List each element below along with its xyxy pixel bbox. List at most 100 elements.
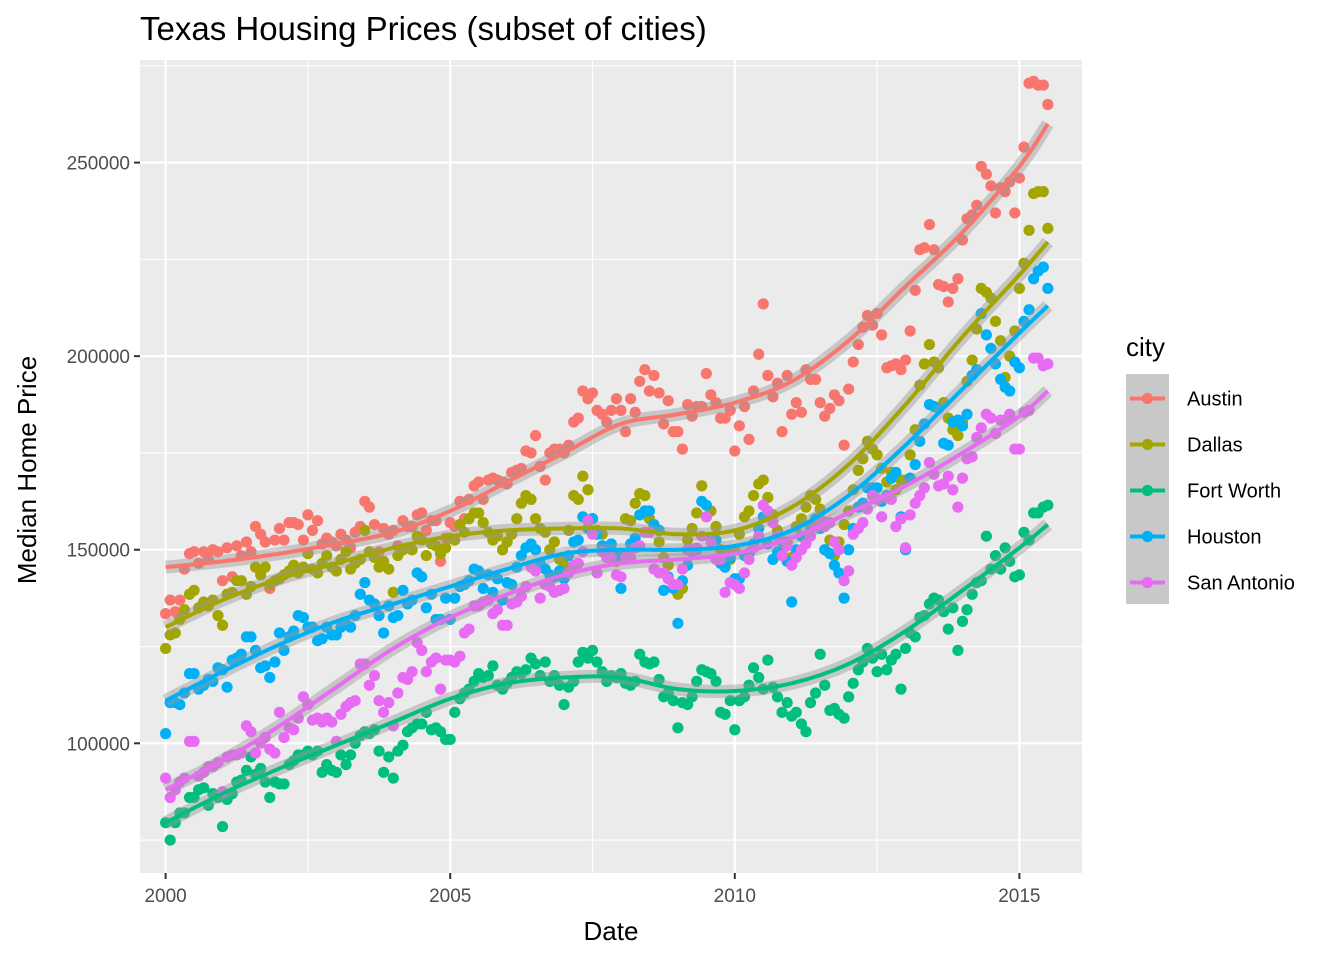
dallas-point xyxy=(952,429,964,442)
austin-point xyxy=(420,524,432,536)
san-antonio-smooth-line xyxy=(164,389,1050,792)
san-antonio-point xyxy=(534,592,546,604)
houston-point xyxy=(316,633,328,645)
austin-point xyxy=(724,404,736,416)
x-tick-label: 2010 xyxy=(714,886,756,907)
houston-point xyxy=(1042,282,1054,295)
austin-point xyxy=(876,329,888,341)
fort-worth-point xyxy=(980,530,992,542)
fort-worth-legend-marker xyxy=(1141,484,1154,497)
austin-point xyxy=(273,522,286,535)
houston-point xyxy=(843,544,855,556)
san-antonio-point xyxy=(416,644,428,656)
austin-point xyxy=(989,207,1002,219)
fort-worth-point xyxy=(520,664,532,676)
san-antonio-point xyxy=(591,567,603,579)
houston-point xyxy=(354,588,366,600)
austin-point xyxy=(160,608,172,620)
dallas-point xyxy=(757,474,769,486)
san-antonio-point xyxy=(899,542,912,554)
san-antonio-point xyxy=(326,716,338,728)
san-antonio-point xyxy=(273,706,286,718)
san-antonio-point xyxy=(615,571,627,583)
dallas-point xyxy=(491,530,504,542)
austin-point xyxy=(1037,79,1049,91)
fort-worth-point xyxy=(729,724,741,736)
fort-worth-point xyxy=(335,749,347,761)
austin-point xyxy=(814,397,826,409)
houston-point xyxy=(273,627,286,639)
san-antonio-point xyxy=(843,565,855,577)
fort-worth-point xyxy=(330,766,342,778)
fort-worth-point xyxy=(719,708,731,720)
houston-point xyxy=(700,499,712,511)
dallas-point xyxy=(169,627,181,639)
fort-worth-point xyxy=(529,658,542,670)
austin-point xyxy=(795,406,807,418)
dallas-point xyxy=(852,464,864,476)
austin-point xyxy=(672,426,684,438)
houston-point xyxy=(491,573,504,585)
plot-panel xyxy=(140,60,1082,873)
san-antonio-point xyxy=(463,623,475,635)
fort-worth-point xyxy=(397,739,409,751)
san-antonio-point xyxy=(956,472,969,484)
houston-point xyxy=(529,544,542,556)
axis-ticks: 2000 2005 2010 2015 100000 150000 200000 250000 xyxy=(67,154,1041,907)
austin-point xyxy=(928,244,940,256)
dallas-point xyxy=(1037,186,1049,198)
san-antonio-point xyxy=(368,669,381,682)
san-antonio-point xyxy=(923,457,936,469)
y-tick-label: 250000 xyxy=(67,154,130,175)
austin-point xyxy=(899,354,912,366)
houston-point xyxy=(449,592,461,604)
houston-point xyxy=(245,631,257,643)
austin-point xyxy=(747,385,760,397)
austin-point xyxy=(1013,172,1025,184)
austin-point xyxy=(909,284,921,296)
houston-point xyxy=(373,609,385,622)
dallas-point xyxy=(160,642,172,655)
houston-point xyxy=(909,458,921,471)
austin-point xyxy=(681,398,694,411)
dallas-point xyxy=(577,470,589,482)
san-antonio-point xyxy=(373,695,385,707)
san-antonio-point xyxy=(733,582,745,595)
austin-point xyxy=(923,218,936,231)
austin-point xyxy=(833,395,845,407)
dallas-point xyxy=(511,513,523,525)
austin-point xyxy=(743,433,755,445)
san-antonio-point xyxy=(947,484,959,496)
austin-point xyxy=(629,406,641,418)
austin-point xyxy=(221,542,233,554)
fort-worth-point xyxy=(667,695,679,707)
fort-worth-point xyxy=(747,662,760,674)
dallas-point xyxy=(216,619,229,631)
houston-point xyxy=(269,656,281,668)
austin-point xyxy=(786,408,798,420)
houston-point xyxy=(440,592,452,604)
fort-worth-point xyxy=(847,677,859,689)
fort-worth-point xyxy=(444,733,456,746)
houston-point xyxy=(942,439,954,451)
dallas-point xyxy=(795,513,807,525)
fort-worth-point xyxy=(373,745,385,757)
fort-worth-point xyxy=(800,726,812,738)
austin-point xyxy=(231,540,243,552)
fort-worth-legend-label: Fort Worth xyxy=(1187,481,1281,503)
houston-point xyxy=(1023,304,1035,316)
fort-worth-point xyxy=(790,706,802,718)
dallas-point xyxy=(966,354,978,366)
dallas-point xyxy=(743,505,755,517)
san-antonio-point xyxy=(572,557,584,569)
san-antonio-legend-label: San Antonio xyxy=(1187,573,1295,595)
fort-worth-point xyxy=(876,648,888,660)
austin-point xyxy=(363,501,375,513)
fort-worth-point xyxy=(932,594,945,606)
x-tick-label: 2005 xyxy=(429,886,471,907)
houston-point xyxy=(288,625,300,637)
fort-worth-point xyxy=(216,820,229,833)
fort-worth-point xyxy=(653,673,665,686)
san-antonio-point xyxy=(857,517,869,529)
austin-point xyxy=(615,404,627,416)
